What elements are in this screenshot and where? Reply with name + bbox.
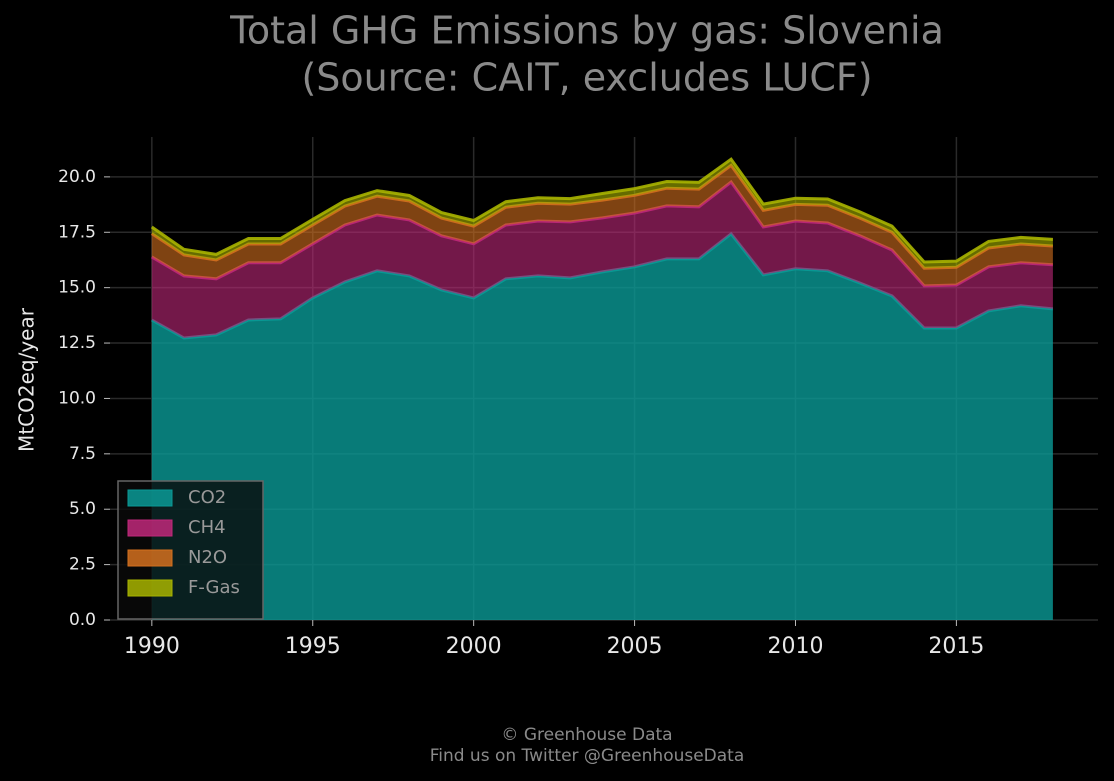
area-fill bbox=[151, 182, 1053, 338]
area-line bbox=[150, 157, 1053, 264]
x-tick-label: 2000 bbox=[446, 634, 502, 659]
y-axis-label: MtCO2eq/year bbox=[15, 307, 39, 452]
y-tick-label: 5.0 bbox=[69, 499, 96, 519]
footer: Find us on Twitter @GreenhouseData bbox=[430, 746, 745, 766]
chart-title: Total GHG Emissions by gas: Slovenia bbox=[229, 9, 944, 53]
chart-subtitle: (Source: CAIT, excludes LUCF) bbox=[301, 56, 872, 100]
y-tick-label: 0.0 bbox=[69, 610, 96, 630]
y-tick-label: 20.0 bbox=[58, 167, 96, 187]
legend-swatch bbox=[127, 549, 173, 567]
area-fill bbox=[151, 233, 1053, 621]
legend-label: CO2 bbox=[188, 487, 226, 508]
y-tick-label: 17.5 bbox=[58, 222, 96, 242]
x-tick-label: 2010 bbox=[767, 634, 823, 659]
y-tick-label: 12.5 bbox=[58, 333, 96, 353]
y-tick-label: 10.0 bbox=[58, 388, 96, 408]
legend-swatch bbox=[127, 489, 173, 507]
x-tick-label: 1990 bbox=[124, 634, 180, 659]
y-tick-label: 2.5 bbox=[69, 555, 96, 575]
legend-swatch bbox=[127, 519, 173, 537]
x-tick-label: 1995 bbox=[285, 634, 341, 659]
y-tick-label: 15.0 bbox=[58, 278, 96, 298]
legend-label: N2O bbox=[188, 547, 227, 568]
legend-label: CH4 bbox=[188, 517, 226, 538]
legend-swatch bbox=[127, 579, 173, 597]
area-fill bbox=[151, 165, 1053, 286]
x-tick-label: 2005 bbox=[607, 634, 663, 659]
legend-label: F-Gas bbox=[188, 577, 240, 598]
footer: © Greenhouse Data bbox=[501, 725, 672, 745]
y-tick-label: 7.5 bbox=[69, 444, 96, 464]
x-tick-label: 2015 bbox=[928, 634, 984, 659]
